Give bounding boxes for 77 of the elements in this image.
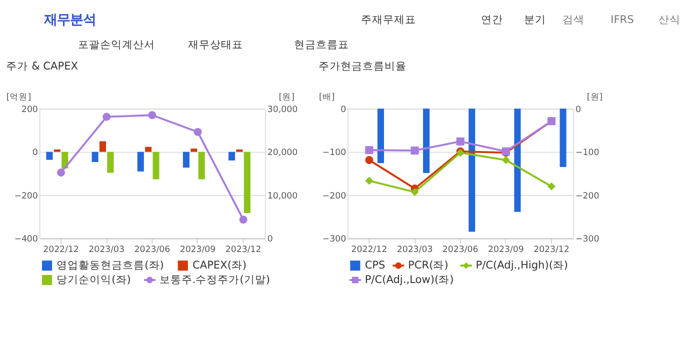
y-tick-label: −400 xyxy=(14,234,38,245)
legend-label: 당기순이익(좌) xyxy=(56,274,131,286)
bar xyxy=(92,152,98,162)
y-axis-title: [억원] xyxy=(6,92,32,103)
point xyxy=(148,111,156,120)
x-tick-label: 2022/12 xyxy=(43,245,79,256)
chart-title: 주가 & CAPEX xyxy=(6,60,78,72)
x-tick-label: 2023/06 xyxy=(442,245,478,256)
text: 현금흐름표 xyxy=(294,39,349,52)
bar xyxy=(54,149,60,152)
bar xyxy=(46,152,53,160)
legend-label: P/C(Adj.,Low)(좌) xyxy=(364,274,454,286)
chart-title: 주가현금흐름비율 xyxy=(318,60,407,72)
point xyxy=(102,112,111,121)
text: 재무상태표 xyxy=(188,39,244,52)
y-tick-label: −300 xyxy=(322,234,346,245)
point xyxy=(456,137,464,146)
legend-label: CPS xyxy=(364,259,386,272)
point xyxy=(365,146,374,154)
y2-axis-title: [원] xyxy=(278,92,294,103)
legend-label: 영업활동현금흐름(좌) xyxy=(56,259,164,272)
bar xyxy=(145,146,152,152)
text: 분기 xyxy=(524,14,546,26)
y2-tick-label: 0 xyxy=(267,234,273,245)
legend-label: CAPEX(좌) xyxy=(192,259,247,272)
point xyxy=(365,176,374,185)
y2-tick-label: 10,000 xyxy=(267,191,298,202)
bar xyxy=(198,152,205,180)
y-tick-label: −200 xyxy=(322,191,346,202)
point xyxy=(239,216,248,224)
text: 포괄손익계산서 xyxy=(78,39,155,52)
y-tick-label: 200 xyxy=(21,105,38,115)
x-tick-label: 2022/12 xyxy=(351,245,388,256)
x-tick-label: 2023/03 xyxy=(88,245,125,256)
point xyxy=(56,168,66,177)
text: 검색 xyxy=(562,14,585,26)
point xyxy=(502,156,510,164)
y-axis-title: [배] xyxy=(319,92,335,103)
legend-label: PCR(좌) xyxy=(408,259,448,272)
x-tick-label: 2023/12 xyxy=(534,245,570,256)
x-tick-label: 2023/09 xyxy=(488,245,524,256)
bar xyxy=(107,152,114,173)
x-tick-label: 2023/12 xyxy=(225,245,262,256)
bar xyxy=(137,152,144,172)
legend-label: P/C(Adj.,High)(좌) xyxy=(476,259,568,272)
y-tick-label: 0 xyxy=(340,105,346,115)
point xyxy=(410,188,419,196)
y2-tick-label: 30,000 xyxy=(267,105,298,115)
bar xyxy=(152,152,160,180)
y-tick-label: −200 xyxy=(14,191,38,202)
legend-label: 보통주.수정주가(기말) xyxy=(159,274,270,286)
x-tick-label: 2023/06 xyxy=(134,245,170,256)
y2-tick-label: 0 xyxy=(576,105,582,115)
bar xyxy=(236,149,243,152)
y2-tick-label: −100 xyxy=(576,148,600,158)
bar xyxy=(190,148,198,152)
text: 산식 xyxy=(658,14,681,26)
x-tick-label: 2023/09 xyxy=(180,245,216,256)
text: IFRS xyxy=(610,14,634,26)
y2-tick-label: −200 xyxy=(576,191,600,202)
y2-tick-label: 20,000 xyxy=(267,148,298,158)
point xyxy=(194,128,202,136)
bar xyxy=(228,152,236,160)
point xyxy=(410,146,419,155)
y2-axis-title: [원] xyxy=(586,92,603,103)
y2-tick-label: −300 xyxy=(576,234,600,245)
point xyxy=(365,156,374,164)
bar xyxy=(182,152,190,168)
y-tick-label: 0 xyxy=(32,148,38,158)
point xyxy=(547,182,556,190)
text: 재무분석 xyxy=(43,13,96,28)
y-tick-label: −100 xyxy=(322,148,346,158)
x-tick-label: 2023/03 xyxy=(396,245,433,256)
text: 연간 xyxy=(480,14,503,26)
bar xyxy=(244,152,250,213)
text: 주재무제표 xyxy=(360,14,416,26)
bar xyxy=(99,141,106,152)
